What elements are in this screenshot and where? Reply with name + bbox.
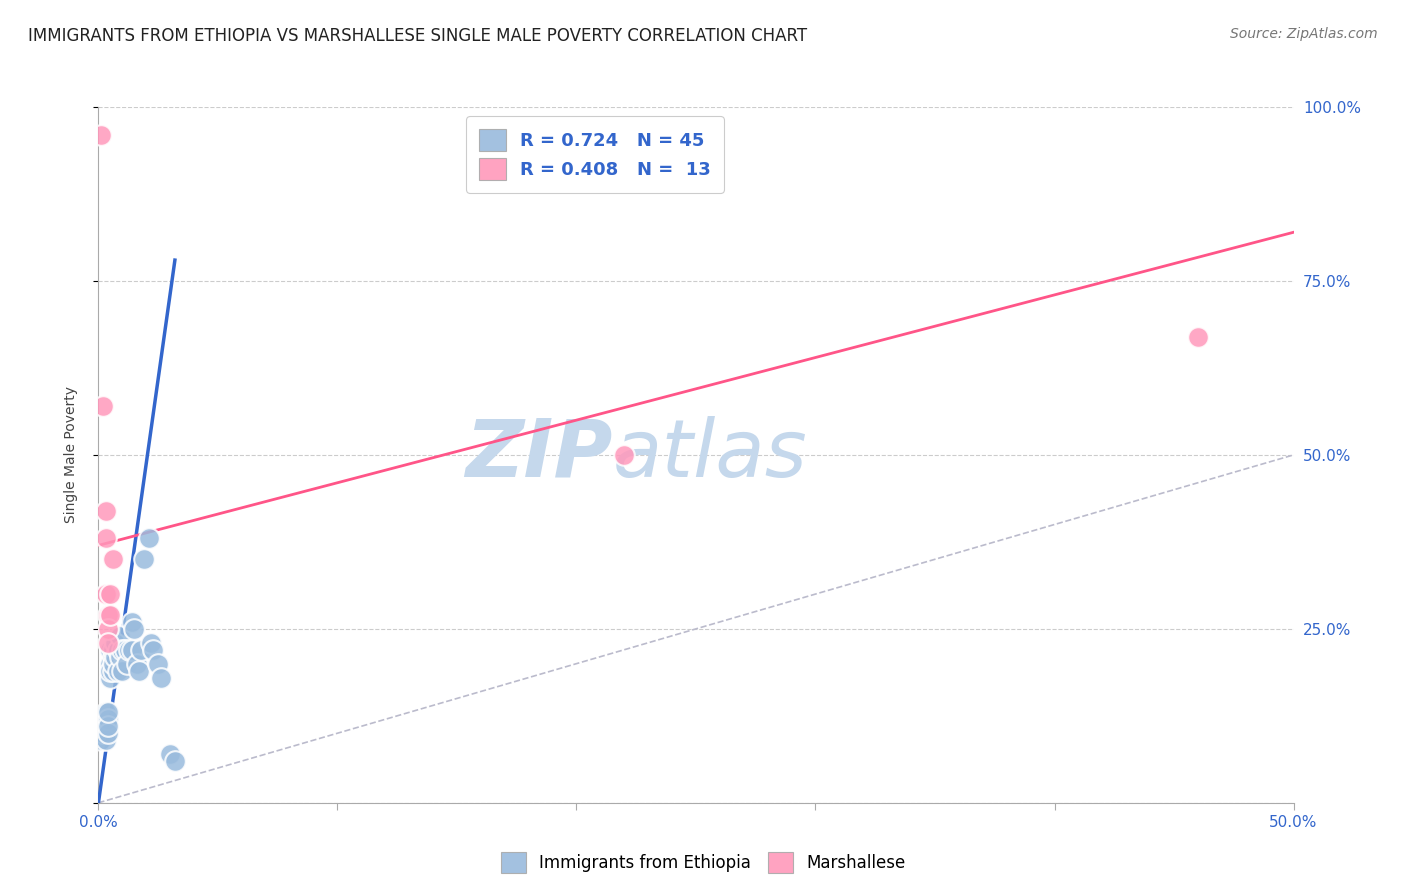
Point xyxy=(98,607,122,622)
Point xyxy=(125,657,148,671)
Point xyxy=(97,607,120,622)
Point xyxy=(91,399,114,413)
Legend: Immigrants from Ethiopia, Marshallese: Immigrants from Ethiopia, Marshallese xyxy=(494,846,912,880)
Point xyxy=(94,706,117,720)
Point xyxy=(98,587,122,601)
Point xyxy=(139,636,162,650)
Point xyxy=(91,712,114,726)
Point xyxy=(111,664,134,678)
Point xyxy=(121,642,143,657)
Point xyxy=(101,552,124,566)
Point xyxy=(108,629,131,643)
Text: IMMIGRANTS FROM ETHIOPIA VS MARSHALLESE SINGLE MALE POVERTY CORRELATION CHART: IMMIGRANTS FROM ETHIOPIA VS MARSHALLESE … xyxy=(28,27,807,45)
Point xyxy=(94,733,117,747)
Point xyxy=(101,642,124,657)
Point xyxy=(1187,329,1209,343)
Point xyxy=(131,642,153,657)
Point xyxy=(114,642,136,657)
Point xyxy=(121,615,143,629)
Point xyxy=(124,622,146,636)
Point xyxy=(94,587,117,601)
Point xyxy=(98,671,122,685)
Point xyxy=(91,726,114,740)
Point xyxy=(128,664,150,678)
Point xyxy=(163,754,186,768)
Legend: R = 0.724   N = 45, R = 0.408   N =  13: R = 0.724 N = 45, R = 0.408 N = 13 xyxy=(465,116,724,193)
Point xyxy=(149,671,172,685)
Point xyxy=(613,448,636,462)
Point xyxy=(97,712,120,726)
Point xyxy=(142,642,165,657)
Point xyxy=(148,657,170,671)
Point xyxy=(104,649,127,664)
Point xyxy=(97,726,120,740)
Point xyxy=(91,719,114,733)
Point xyxy=(90,719,112,733)
Text: atlas: atlas xyxy=(613,416,807,494)
Point xyxy=(98,664,122,678)
Point xyxy=(101,664,124,678)
Point xyxy=(159,747,181,761)
Point xyxy=(107,664,129,678)
Point xyxy=(138,532,160,546)
Point xyxy=(98,642,122,657)
Point xyxy=(101,649,124,664)
Text: Source: ZipAtlas.com: Source: ZipAtlas.com xyxy=(1230,27,1378,41)
Point xyxy=(104,636,127,650)
Point xyxy=(90,128,112,142)
Point xyxy=(115,657,138,671)
Point xyxy=(97,719,120,733)
Point xyxy=(97,706,120,720)
Point xyxy=(98,657,122,671)
Point xyxy=(90,733,112,747)
Point xyxy=(97,622,120,636)
Point xyxy=(132,552,155,566)
Y-axis label: Single Male Poverty: Single Male Poverty xyxy=(63,386,77,524)
Point xyxy=(108,649,131,664)
Point xyxy=(107,642,129,657)
Point xyxy=(94,719,117,733)
Point xyxy=(101,657,124,671)
Point xyxy=(111,642,134,657)
Point xyxy=(94,532,117,546)
Point xyxy=(97,636,120,650)
Point xyxy=(118,642,141,657)
Text: ZIP: ZIP xyxy=(465,416,613,494)
Point xyxy=(94,503,117,517)
